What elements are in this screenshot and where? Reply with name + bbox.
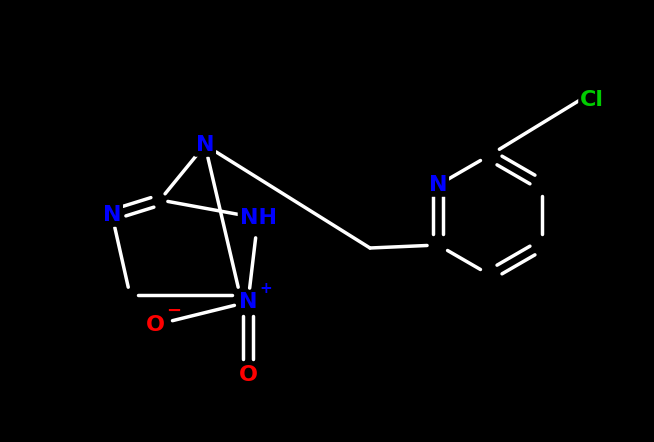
Text: O: O — [145, 315, 165, 335]
Text: O: O — [239, 365, 258, 385]
Text: N: N — [103, 205, 121, 225]
Text: +: + — [259, 281, 272, 296]
Text: Cl: Cl — [580, 90, 604, 110]
Text: N: N — [239, 292, 257, 312]
Text: N: N — [429, 175, 447, 195]
Text: −: − — [166, 302, 181, 320]
Text: NH: NH — [239, 208, 277, 228]
Text: N: N — [196, 135, 215, 155]
